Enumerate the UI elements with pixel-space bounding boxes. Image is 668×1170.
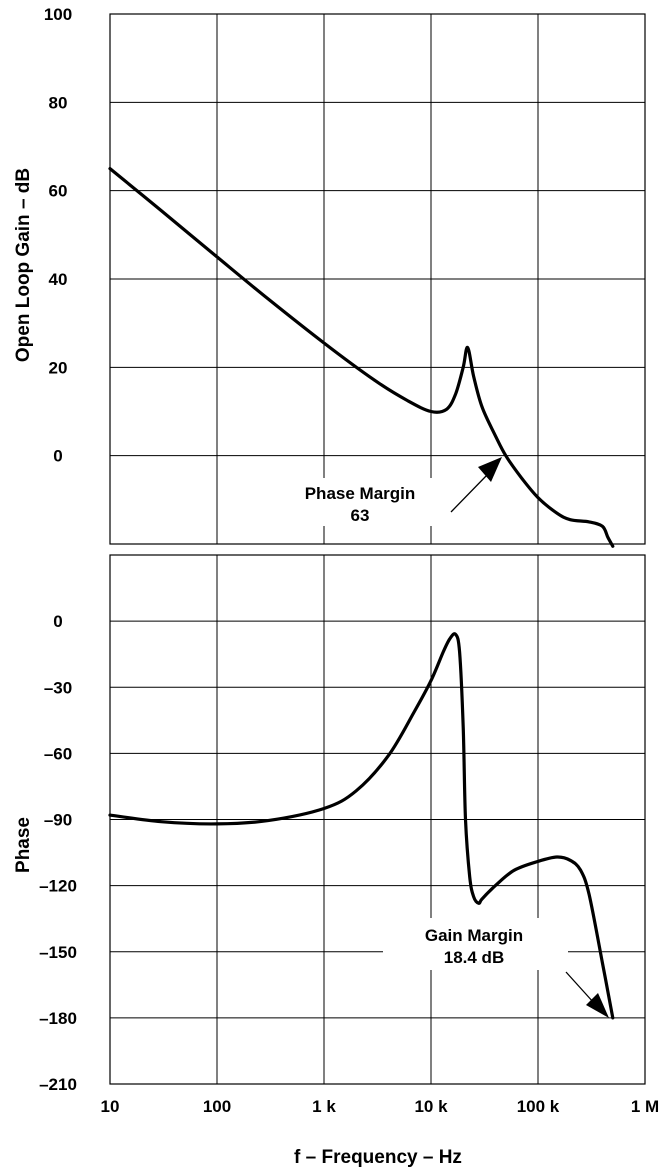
x-tick-label: 10 k [414, 1097, 448, 1116]
x-tick-label: 1 M [631, 1097, 659, 1116]
x-tick-labels: 10 100 1 k 10 k 100 k 1 M [101, 1097, 660, 1116]
phase-margin-arrow-line [450, 473, 489, 513]
x-axis-title: f – Frequency – Hz [294, 1147, 462, 1168]
phase-y-tick-label: –30 [44, 678, 72, 697]
gain-y-tick-label: 60 [49, 182, 68, 201]
gain-margin-label-bg [383, 918, 568, 970]
x-tick-label: 100 [203, 1097, 231, 1116]
phase-y-tick-label: 0 [53, 612, 62, 631]
gain-grid [110, 14, 645, 544]
phase-plot-frame [109, 554, 646, 1085]
phase-y-tick-labels: 0 –30 –60 –90 –120 –150 –180 –210 [39, 612, 77, 1094]
gain-y-tick-label: 80 [49, 93, 68, 112]
phase-y-tick-label: –90 [44, 811, 72, 830]
gain-series-line [108, 167, 615, 548]
phase-margin-label-line1: Phase Margin [305, 484, 416, 503]
phase-margin-arrow-head [478, 457, 502, 482]
phase-margin-label-line2: 63 [351, 506, 370, 525]
phase-y-tick-label: –150 [39, 943, 77, 962]
gain-margin-arrow-line [565, 971, 595, 1004]
gain-y-tick-label: 0 [53, 447, 62, 466]
gain-y-tick-labels: 100 80 60 40 20 0 [44, 5, 72, 466]
phase-grid [110, 555, 645, 1084]
phase-series-line [108, 632, 615, 1020]
gain-panel: 100 80 60 40 20 0 Open Loop Gain – dB Phase M… [13, 5, 646, 548]
gain-y-tick-label: 20 [49, 358, 68, 377]
gain-y-axis-title: Open Loop Gain – dB [13, 168, 34, 362]
gain-y-tick-label: 100 [44, 5, 72, 24]
x-tick-label: 1 k [312, 1097, 336, 1116]
gain-margin-arrow-head [586, 993, 609, 1018]
phase-y-axis-title: Phase [13, 817, 34, 873]
gain-y-tick-label: 40 [49, 270, 68, 289]
phase-y-tick-label: –180 [39, 1009, 77, 1028]
gain-margin-label-line2: 18.4 dB [444, 948, 504, 967]
x-tick-label: 10 [101, 1097, 120, 1116]
phase-y-tick-label: –210 [39, 1075, 77, 1094]
phase-y-tick-label: –60 [44, 744, 72, 763]
phase-margin-label-bg [282, 478, 460, 526]
gain-plot-frame [109, 13, 646, 545]
x-tick-label: 100 k [517, 1097, 560, 1116]
gain-margin-label-line1: Gain Margin [425, 926, 523, 945]
phase-y-tick-label: –120 [39, 877, 77, 896]
